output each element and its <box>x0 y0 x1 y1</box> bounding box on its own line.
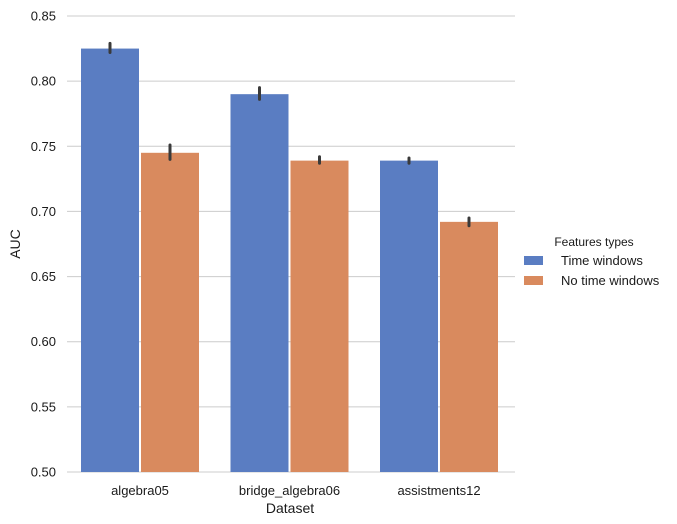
legend-swatch <box>524 276 543 285</box>
x-tick-label: bridge_algebra06 <box>239 483 340 498</box>
bar-assistments12-no-time-windows <box>440 221 498 472</box>
y-tick-label: 0.75 <box>31 139 56 154</box>
y-tick-label: 0.85 <box>31 9 56 24</box>
legend-title: Features types <box>554 235 633 249</box>
x-tick-label: algebra05 <box>111 483 169 498</box>
y-tick-labels: 0.50 0.55 0.60 0.65 0.70 0.75 0.80 0.85 <box>31 9 56 480</box>
legend-items: Time windows No time windows <box>524 253 660 288</box>
y-tick-label: 0.70 <box>31 204 56 219</box>
error-bars <box>108 41 471 228</box>
y-tick-label: 0.65 <box>31 269 56 284</box>
bar-bridge_algebra06-time-windows <box>230 94 289 473</box>
y-tick-label: 0.55 <box>31 399 56 414</box>
legend-label: No time windows <box>561 273 660 288</box>
y-tick-label: 0.80 <box>31 74 56 89</box>
legend-label: Time windows <box>561 253 643 268</box>
bar-bridge_algebra06-no-time-windows <box>290 160 349 473</box>
y-tick-label: 0.50 <box>31 465 56 480</box>
bar-algebra05-time-windows <box>81 48 139 472</box>
x-tick-label: assistments12 <box>397 483 480 498</box>
bar-algebra05-no-time-windows <box>141 152 199 473</box>
bars <box>81 48 498 473</box>
y-axis-label: AUC <box>7 229 23 259</box>
x-tick-labels: algebra05 bridge_algebra06 assistments12 <box>111 483 480 498</box>
y-tick-label: 0.60 <box>31 334 56 349</box>
legend-swatch <box>524 256 543 265</box>
x-axis-label: Dataset <box>266 500 314 516</box>
legend: Features types Time windows No time windo… <box>524 235 660 288</box>
bar-assistments12-time-windows <box>380 160 438 473</box>
